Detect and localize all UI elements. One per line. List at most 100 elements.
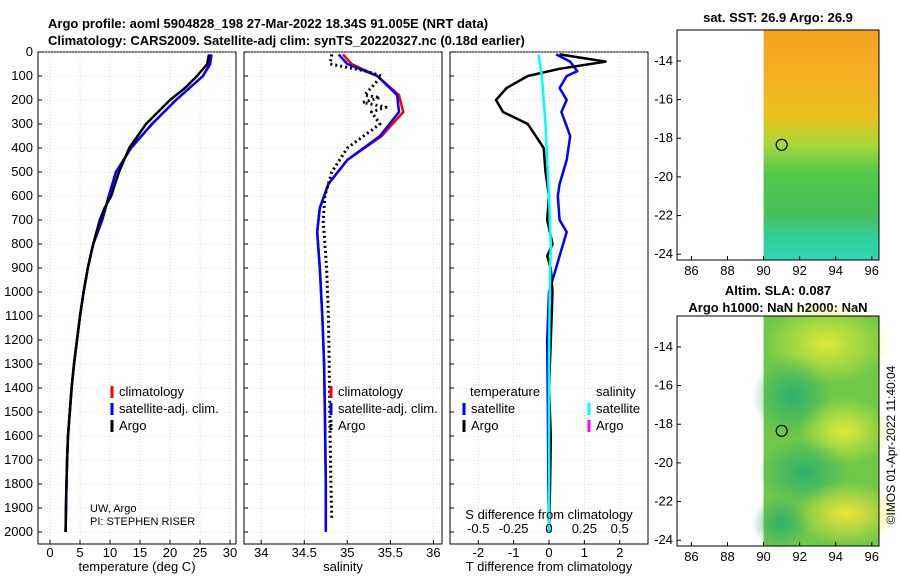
difference-xlabel: T difference from climatology	[466, 559, 633, 574]
legend-argo-label: Argo	[338, 418, 365, 433]
legend-climatology-label: climatology	[119, 384, 185, 399]
series-layer	[64, 53, 607, 533]
x-tick-labels: 0 5 10 15 20 25 30 34 34.5 35 35.5 36 -2 -1 0 1 2	[46, 545, 623, 560]
map-lat-tick-label: -22	[654, 494, 673, 509]
sla-anomaly-patch	[752, 495, 810, 551]
legend-s-satellite-label: satellite	[596, 401, 640, 416]
map-lat-tick-label: -22	[654, 208, 673, 223]
depth-tick-label: 0	[26, 44, 33, 59]
temperature-xlabel: temperature (deg C)	[78, 559, 195, 574]
s-difference-tick-label: -0.5	[467, 521, 489, 536]
map-lat-tick-label: -18	[654, 416, 673, 431]
depth-tick-label: 1100	[5, 308, 33, 323]
x-tick-label: 20	[163, 545, 177, 560]
x-tick-label: 35	[340, 545, 354, 560]
legend-t-argo-label: Argo	[471, 418, 498, 433]
difference-series-t-satellite	[545, 53, 579, 532]
legend-climatology-label: climatology	[338, 384, 404, 399]
s-difference-ticks: -0.5 -0.25 0 0.25 0.5	[467, 521, 629, 536]
legend-satellite-label: satellite-adj. clim.	[338, 401, 438, 416]
sst-map-overlay	[676, 29, 880, 261]
depth-tick-label: 2000	[4, 524, 33, 539]
map-lat-tick-label: -14	[654, 339, 673, 354]
sla-map-title: Altim. SLA: 0.087	[725, 283, 831, 298]
s-difference-tick-label: 0	[545, 521, 552, 536]
depth-tick-label: 500	[11, 164, 33, 179]
legend-salinity-title: salinity	[596, 384, 636, 399]
salinity-legend: climatology satellite-adj. clim. Argo	[329, 384, 438, 433]
sst-map-title: sat. SST: 26.9 Argo: 26.9	[703, 10, 853, 25]
sst-data-field	[763, 30, 879, 260]
grid-layer	[38, 51, 648, 544]
x-tick-label: 15	[133, 545, 147, 560]
map-lat-tick-label: -16	[654, 378, 673, 393]
difference-series-s-satellite	[537, 54, 553, 532]
x-tick-label: 36	[426, 545, 440, 560]
map-lon-tick-label: 96	[865, 549, 879, 564]
map-lat-tick-label: -20	[654, 455, 673, 470]
map-border	[676, 315, 880, 547]
temperature-series-satellite-adj-clim-	[64, 54, 213, 533]
x-tick-label: 0	[46, 545, 53, 560]
map-lon-tick-label: 90	[756, 263, 770, 278]
depth-tick-label: 700	[11, 212, 33, 227]
legend-satellite-label: satellite-adj. clim.	[119, 401, 219, 416]
depth-tick-labels: 0 100 200 300 400 500 600 700 800 900 1000 1100 1200…	[4, 44, 33, 539]
map-lat-tick-label: -24	[654, 246, 673, 261]
temperature-series-climatology	[64, 54, 213, 533]
map-lat-tick-label: -18	[654, 130, 673, 145]
credit-line2: PI: STEPHEN RISER	[90, 516, 195, 528]
x-tick-label: 35.5	[378, 545, 403, 560]
map-lon-tick-label: 86	[684, 549, 698, 564]
sla-map-overlay	[676, 315, 880, 547]
depth-tick-label: 1500	[4, 404, 33, 419]
legend-t-satellite-label: satellite	[471, 401, 515, 416]
map-lon-tick-label: 92	[792, 549, 806, 564]
depth-tick-label: 100	[11, 68, 33, 83]
depth-tick-label: 200	[11, 92, 33, 107]
legend-temperature-title: temperature	[470, 384, 540, 399]
x-tick-label: 5	[76, 545, 83, 560]
s-difference-tick-label: 0.25	[572, 521, 597, 536]
map-lon-tick-label: 96	[865, 263, 879, 278]
x-tick-label: -1	[508, 545, 520, 560]
map-lat-tick-label: -14	[654, 53, 673, 68]
map-lon-tick-label: 88	[720, 549, 734, 564]
map-tick-labels: 86 88 90 92 94 96 -14 -16 -18 -20 -22 -24 86 88 90 92 94…	[654, 53, 879, 564]
depth-tick-label: 1600	[4, 428, 33, 443]
depth-tick-label: 400	[11, 140, 33, 155]
salinity-panel-frame	[243, 51, 443, 545]
map-lon-tick-label: 92	[792, 263, 806, 278]
x-tick-label: 34	[254, 545, 268, 560]
map-lon-tick-label: 94	[828, 263, 842, 278]
map-border	[676, 29, 880, 261]
x-tick-label: 2	[616, 545, 623, 560]
x-tick-label: 1	[581, 545, 588, 560]
depth-tick-label: 1900	[4, 500, 33, 515]
figure-title-line2: Climatology: CARS2009. Satellite-adj cli…	[48, 33, 525, 48]
depth-tick-label: 900	[11, 260, 33, 275]
map-lat-tick-label: -16	[654, 92, 673, 107]
argo-location-marker	[775, 424, 788, 437]
map-lon-tick-label: 90	[756, 549, 770, 564]
x-tick-label: 30	[223, 545, 237, 560]
x-tick-label: 10	[103, 545, 117, 560]
s-difference-tick-label: -0.25	[499, 521, 529, 536]
temperature-series-argo	[64, 54, 211, 533]
depth-tick-label: 600	[11, 188, 33, 203]
salinity-series-argo	[321, 54, 388, 521]
map-lon-tick-label: 86	[684, 263, 698, 278]
map-lon-tick-label: 94	[828, 549, 842, 564]
x-tick-label: 0	[545, 545, 552, 560]
salinity-xlabel: salinity	[323, 559, 363, 574]
legend-argo-label: Argo	[119, 418, 146, 433]
depth-tick-label: 1400	[4, 380, 33, 395]
x-tick-label: 25	[193, 545, 207, 560]
depth-tick-label: 800	[11, 236, 33, 251]
depth-tick-label: 1000	[4, 284, 33, 299]
argo-location-marker	[775, 138, 788, 151]
map-lon-tick-label: 88	[720, 263, 734, 278]
salinity-series-satellite-adj-clim-	[315, 53, 401, 532]
sla-anomaly-patch	[794, 481, 899, 546]
